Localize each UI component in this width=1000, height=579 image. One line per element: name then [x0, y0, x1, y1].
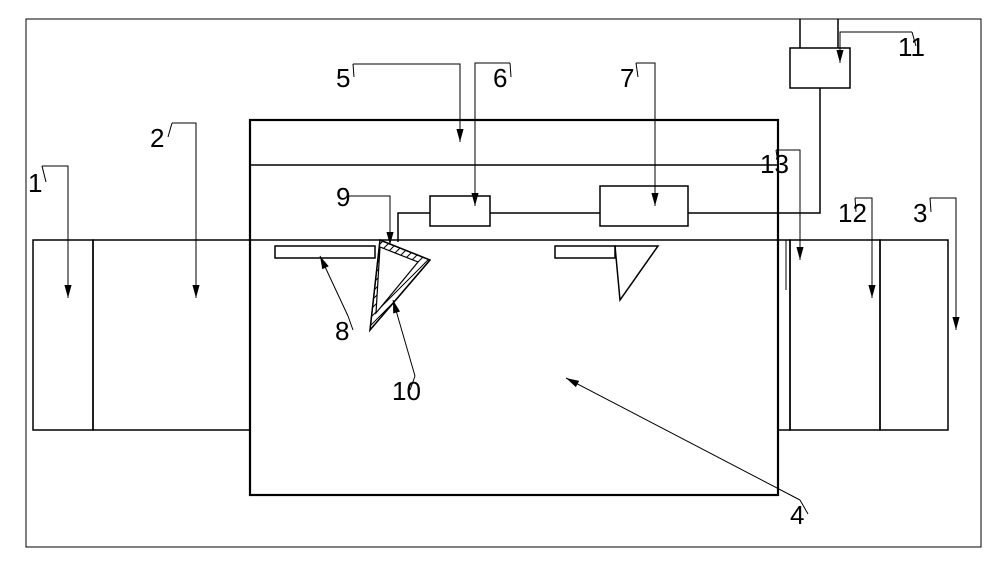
- svg-text:10: 10: [392, 376, 421, 406]
- engineering-diagram: 12345678910111213: [0, 0, 1000, 579]
- svg-text:5: 5: [336, 63, 350, 93]
- svg-text:7: 7: [620, 63, 634, 93]
- svg-text:3: 3: [913, 198, 927, 228]
- svg-text:13: 13: [760, 149, 789, 179]
- svg-text:4: 4: [790, 500, 804, 530]
- svg-text:8: 8: [335, 316, 349, 346]
- svg-text:12: 12: [838, 198, 867, 228]
- svg-text:2: 2: [150, 123, 164, 153]
- svg-text:1: 1: [28, 168, 42, 198]
- svg-text:11: 11: [898, 32, 925, 62]
- svg-text:6: 6: [493, 63, 507, 93]
- svg-text:9: 9: [336, 182, 350, 212]
